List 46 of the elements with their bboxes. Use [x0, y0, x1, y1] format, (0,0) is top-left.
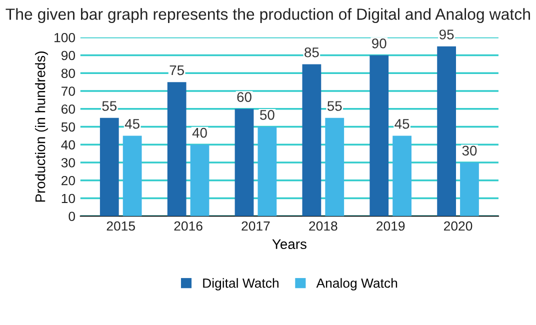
bar — [167, 82, 186, 216]
bar — [392, 136, 412, 216]
y-tick-label: 50 — [61, 122, 76, 132]
data-label: 75 — [170, 65, 184, 76]
bar — [302, 64, 322, 216]
bar — [100, 118, 119, 216]
data-label: 55 — [327, 101, 342, 111]
bar — [122, 136, 142, 216]
data-label: 40 — [192, 128, 207, 138]
y-tick-label: 100 — [54, 32, 76, 42]
legend-label: Digital Watch — [203, 278, 278, 290]
bar — [234, 108, 254, 216]
data-label: 55 — [102, 101, 117, 111]
y-tick-label: 10 — [62, 194, 76, 204]
bar — [258, 126, 277, 216]
y-tick-label: 70 — [62, 86, 76, 96]
data-label: 60 — [237, 92, 252, 102]
bar — [325, 118, 344, 216]
x-tick-label: 2017 — [242, 221, 270, 231]
bar — [460, 162, 479, 216]
x-tick-label: 2020 — [444, 221, 472, 231]
data-label: 50 — [260, 110, 274, 120]
data-label: 85 — [304, 47, 319, 58]
x-tick-label: 2015 — [106, 221, 135, 231]
x-tick-label: 2019 — [376, 221, 405, 231]
data-label: 95 — [439, 30, 454, 40]
data-label: 30 — [462, 146, 477, 156]
data-label: 45 — [394, 119, 410, 129]
chart-title: The given bar graph represents the production of Digital and Analog watch — [6, 8, 530, 24]
y-axis-title: Production (in hundreds) — [35, 52, 48, 202]
y-tick-label: 60 — [62, 104, 76, 114]
bar — [437, 46, 456, 216]
x-axis-title: Years — [272, 239, 306, 250]
y-tick-label: 30 — [61, 158, 76, 168]
x-tick-label: 2018 — [309, 221, 338, 231]
data-label: 90 — [372, 38, 386, 48]
y-tick-label: 90 — [61, 50, 76, 60]
y-tick-label: 20 — [62, 176, 76, 186]
y-tick-label: 0 — [68, 212, 76, 222]
x-tick-label: 2016 — [174, 221, 202, 231]
y-tick-label: 40 — [61, 140, 76, 150]
bar — [370, 55, 389, 216]
bar — [190, 144, 210, 216]
data-label: 45 — [124, 119, 140, 129]
legend-label: Analog Watch — [316, 278, 398, 290]
y-tick-label: 80 — [61, 68, 76, 78]
